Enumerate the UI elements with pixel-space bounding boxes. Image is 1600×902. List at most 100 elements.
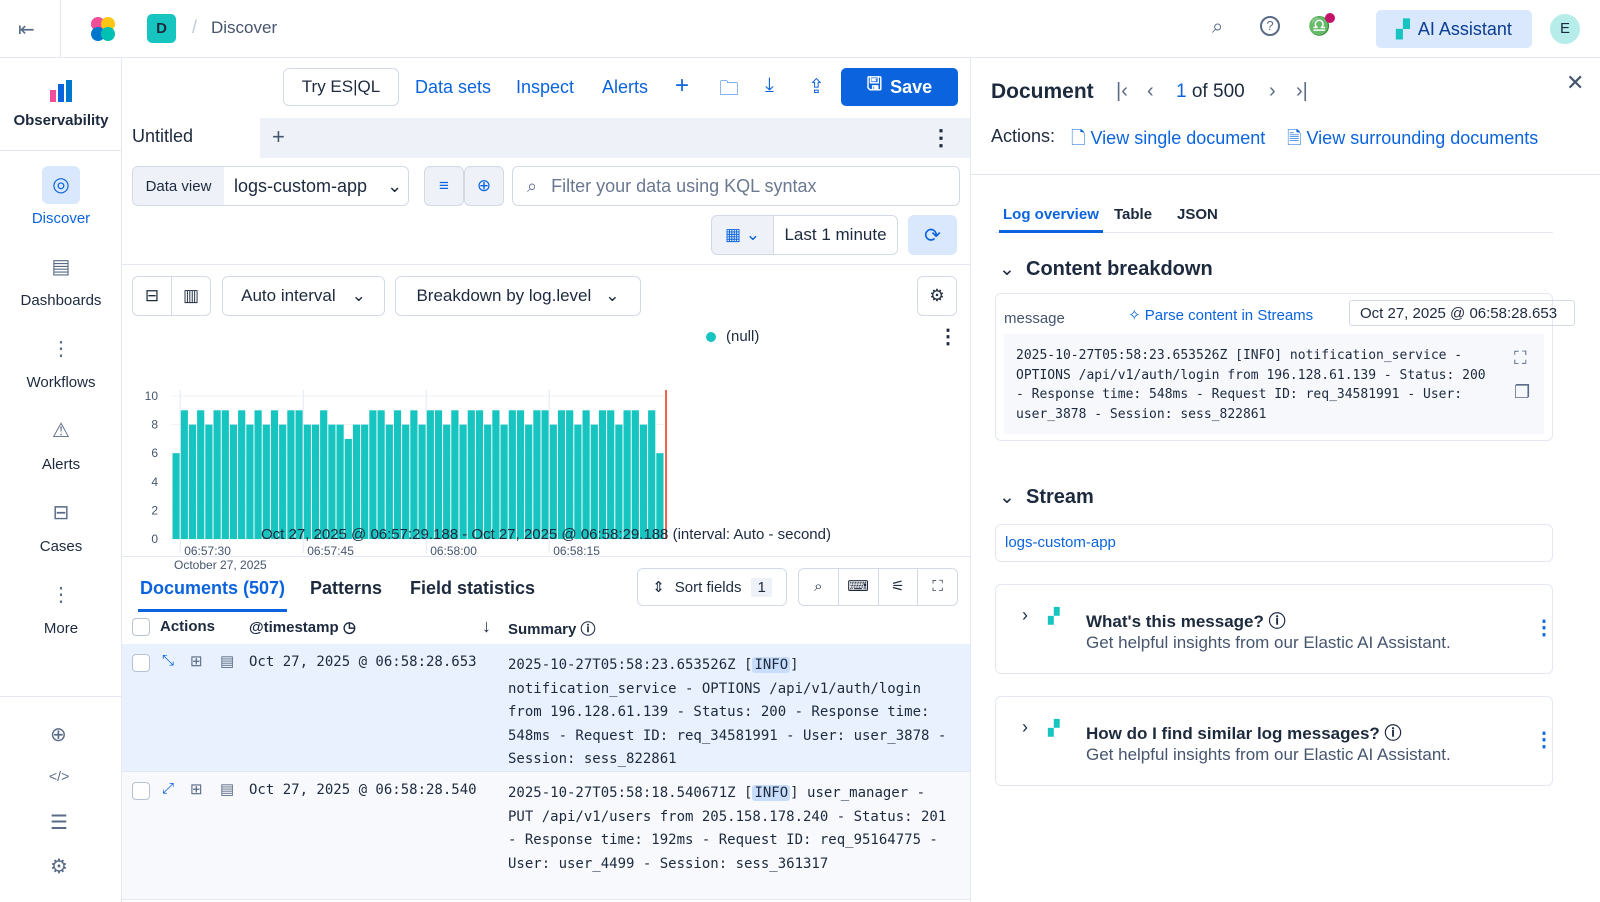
gear-icon[interactable]: ⚙ [50, 856, 68, 878]
sort-desc-icon[interactable]: ↓ [482, 616, 491, 636]
chart-menu-icon[interactable]: ⋮ [938, 326, 958, 348]
ai-subtitle: Get helpful insights from our Elastic AI… [1086, 633, 1451, 652]
nav-item-more[interactable]: ⋮ More [0, 576, 122, 637]
document-icon[interactable]: ▤ [220, 653, 235, 670]
help-icon[interactable]: ⓘ [580, 621, 596, 638]
notifications-icon[interactable]: ♎ [1308, 16, 1331, 36]
breakdown-select[interactable]: Breakdown by log.level ⌄ [395, 276, 641, 316]
open-folder-icon[interactable]: 🗀 [719, 78, 739, 100]
nav-item-workflows[interactable]: ⋮ Workflows [0, 330, 122, 391]
last-page-icon[interactable]: ›| [1296, 80, 1308, 102]
tab-field-statistics[interactable]: Field statistics [410, 578, 536, 598]
data-view-picker[interactable]: Data view logs-custom-app ⌄ [132, 166, 409, 206]
nav-item-dashboards[interactable]: ▤ Dashboards [0, 248, 122, 309]
copy-icon[interactable]: ❐ [1514, 382, 1531, 402]
help-icon[interactable]: ⓘ [1384, 724, 1402, 743]
chevron-right-icon[interactable]: › [1022, 605, 1028, 625]
code-icon[interactable]: </> [49, 768, 70, 784]
menu-icon[interactable]: ⋮ [1534, 729, 1554, 751]
kql-search-input[interactable]: ⌕ Filter your data using KQL syntax [512, 166, 960, 206]
table-row[interactable]: ⤢ ⊞ ▤ Oct 27, 2025 @ 06:58:28.540 2025-1… [122, 772, 970, 900]
first-page-icon[interactable]: |‹ [1116, 80, 1128, 102]
alerts-link[interactable]: Alerts [602, 77, 649, 97]
tab-documents[interactable]: Documents (507) [138, 578, 288, 612]
user-avatar[interactable]: E [1550, 14, 1580, 44]
fullscreen-icon[interactable]: ⛶ [917, 569, 957, 605]
download-icon[interactable]: ⤓ [765, 74, 774, 96]
add-filter-icon[interactable]: ⊕ [464, 166, 504, 206]
ai-insight-card[interactable]: › ▞ How do I find similar log messages? … [995, 696, 1554, 786]
ai-assistant-button[interactable]: ▞ AI Assistant [1376, 10, 1532, 48]
column-timestamp[interactable]: @timestamp ◷ [249, 618, 356, 636]
chevron-down-icon[interactable]: ⌄ [999, 259, 1015, 280]
space-avatar[interactable]: D [147, 14, 176, 43]
select-all-checkbox[interactable] [132, 618, 150, 636]
toggle-chart-icon[interactable]: ▥ [171, 276, 211, 316]
menu-icon[interactable]: ⋮ [1534, 617, 1554, 639]
help-icon[interactable]: ? [1260, 16, 1280, 36]
document-icon[interactable]: ▤ [220, 781, 235, 798]
stream-link[interactable]: logs-custom-app [995, 524, 1553, 562]
trace-icon[interactable]: ⊞ [190, 653, 203, 670]
parse-content-link[interactable]: ✧ Parse content in Streams [1128, 306, 1313, 324]
next-icon[interactable]: › [1269, 80, 1276, 102]
database-icon[interactable]: ☰ [50, 812, 68, 834]
view-single-document-link[interactable]: 🗋 View single document [1071, 126, 1265, 156]
stream-title[interactable]: Stream [1026, 486, 1094, 508]
tab-menu-icon[interactable]: ⋮ [930, 125, 952, 150]
chevron-right-icon[interactable]: › [1022, 717, 1028, 737]
add-tab-icon[interactable]: + [272, 124, 285, 149]
filter-icon[interactable]: ≡ [424, 166, 464, 206]
expand-icon[interactable]: ⤢ [162, 780, 175, 797]
date-picker-icon[interactable]: ▦ ⌄ [711, 215, 774, 255]
tab-log-overview[interactable]: Log overview [999, 206, 1103, 233]
table-row[interactable]: ⤡ ⊞ ▤ Oct 27, 2025 @ 06:58:28.653 2025-1… [122, 644, 970, 772]
save-button[interactable]: 🖫 Save [841, 68, 958, 106]
tab-json[interactable]: JSON [1177, 206, 1218, 223]
trace-icon[interactable]: ⊞ [190, 781, 203, 798]
nav-item-cases[interactable]: ⊟ Cases [0, 494, 122, 555]
tab-untitled[interactable]: Untitled [122, 118, 260, 158]
legend-label[interactable]: (null) [726, 328, 760, 345]
interval-select[interactable]: Auto interval ⌄ [222, 276, 385, 316]
help-icon[interactable]: ⓘ [1268, 612, 1286, 631]
toggle-sidebar-icon[interactable]: ⊟ [132, 276, 172, 316]
chart-options-icon[interactable]: ⚙ [917, 276, 957, 316]
ai-question-label: How do I find similar log messages? [1086, 724, 1380, 743]
ai-insight-card[interactable]: › ▞ What's this message? ⓘ Get helpful i… [995, 584, 1554, 674]
try-esql-button[interactable]: Try ES|QL [283, 68, 399, 106]
time-range-button[interactable]: Last 1 minute [773, 215, 898, 255]
search-icon[interactable]: ⌕ [1212, 16, 1224, 38]
refresh-button[interactable]: ⟳ [908, 215, 957, 255]
nav-item-alerts[interactable]: ⚠ Alerts [0, 412, 122, 473]
keyboard-icon[interactable]: ⌨ [837, 569, 878, 605]
elastic-logo[interactable] [88, 14, 118, 44]
chevron-down-icon[interactable]: ⌄ [999, 487, 1015, 508]
row-checkbox[interactable] [132, 782, 150, 800]
expand-icon[interactable]: ⛶ [1514, 348, 1527, 368]
sidebar-toggle-icon[interactable]: ⇤ [18, 19, 35, 41]
collapse-icon[interactable]: ⤡ [162, 652, 175, 669]
log-level-badge: INFO [752, 657, 791, 673]
tab-table[interactable]: Table [1114, 206, 1153, 223]
inspect-link[interactable]: Inspect [516, 77, 575, 97]
ai-question: How do I find similar log messages? ⓘ [1086, 719, 1402, 744]
share-icon[interactable]: ⇪ [808, 76, 825, 98]
column-summary[interactable]: Summary ⓘ [508, 618, 596, 639]
breadcrumb[interactable]: Discover [211, 18, 278, 37]
new-icon[interactable]: + [675, 72, 690, 99]
row-checkbox[interactable] [132, 654, 150, 672]
close-icon[interactable]: ✕ [1566, 70, 1585, 95]
nav-brand-observability[interactable]: Observability [0, 78, 122, 129]
nav-item-discover[interactable]: ◎ Discover [0, 166, 122, 227]
display-settings-icon[interactable]: ⚟ [877, 569, 918, 605]
content-breakdown-title[interactable]: Content breakdown [1026, 258, 1213, 280]
tab-patterns[interactable]: Patterns [310, 578, 383, 598]
search-icon[interactable]: ⌕ [814, 578, 823, 595]
sort-fields-button[interactable]: ⇕ Sort fields 1 [637, 568, 787, 606]
add-icon[interactable]: ⊕ [50, 724, 67, 746]
view-surrounding-documents-link[interactable]: 🗎 View surrounding documents [1287, 126, 1538, 156]
prev-icon[interactable]: ‹ [1147, 80, 1154, 102]
data-sets-link[interactable]: Data sets [415, 77, 492, 97]
histogram-bar [459, 424, 467, 539]
